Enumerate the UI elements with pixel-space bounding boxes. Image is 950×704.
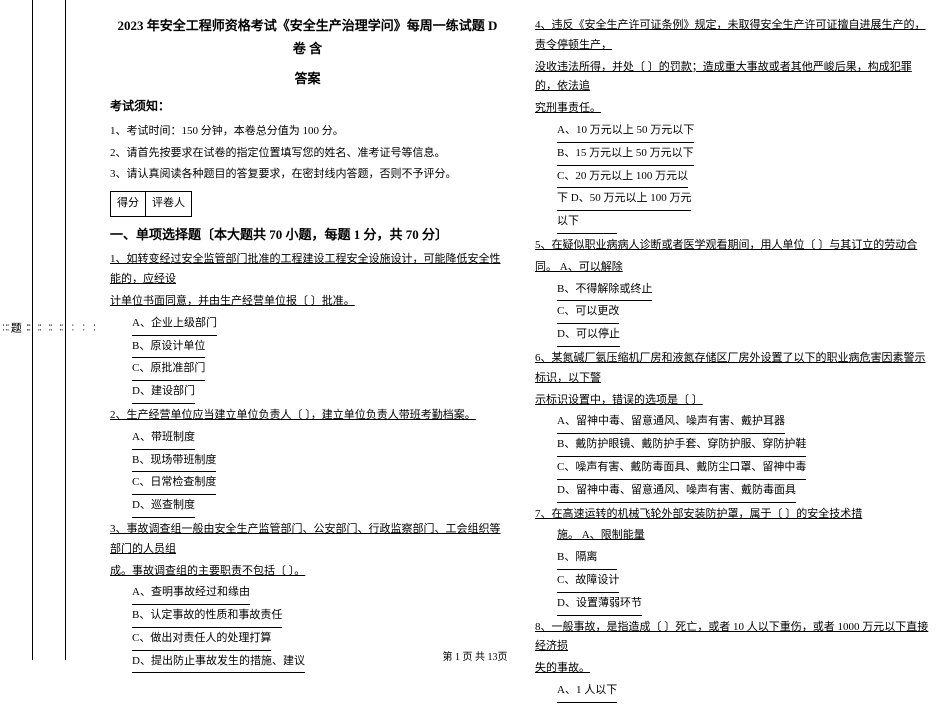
q1-stem2: 计单位书面同意，并由生产经营单位报〔 〕批准。 — [110, 292, 505, 312]
q7-opt-b: B、隔离 — [557, 548, 617, 570]
q5-opt-b: B、不得解除或终止 — [557, 280, 652, 302]
q6-opt-a: A、留神中毒、留意通风、噪声有害、戴护耳器 — [557, 412, 785, 434]
q1-opt-b: B、原设计单位 — [132, 337, 205, 359]
q5-stem2: 同。 A、可以解除 — [535, 261, 623, 273]
q7-stem1: 7、在高速运转的机械飞轮外部安装防护罩，属于〔 〕的安全技术措 — [535, 505, 930, 525]
q7-opt-d: D、设置薄弱环节 — [557, 594, 642, 616]
q2-opt-c: C、日常检查制度 — [132, 473, 216, 495]
q1-opt-a: A、企业上级部门 — [132, 314, 217, 336]
score-label: 得分 — [111, 192, 146, 216]
exam-title-line1: 2023 年安全工程师资格考试《安全生产治理学问》每周一练试题 D 卷 含 — [110, 14, 505, 61]
q7-opt-c: C、故障设计 — [557, 571, 619, 593]
q3-opt-c: C、做出对责任人的处理打算 — [132, 629, 271, 651]
instruction-3: 3、请认真阅读各种题目的答复要求，在密封线内答题，否则不予评分。 — [110, 165, 505, 185]
left-column: 2023 年安全工程师资格考试《安全生产治理学问》每周一练试题 D 卷 含 答案… — [110, 14, 505, 704]
q4-opt-a: A、10 万元以上 50 万元以下 — [557, 121, 694, 143]
score-row: 得分 评卷人 一、单项选择题〔本大题共 70 小题，每题 1 分，共 70 分〕 — [110, 191, 505, 246]
instruction-2: 2、请首先按要求在试卷的指定位置填写您的姓名、准考证号等信息。 — [110, 144, 505, 164]
q3-stem1: 3、事故调查组一般由安全生产监管部门、公安部门、行政监察部门、工会组织等部门的人… — [110, 520, 505, 560]
instructions-heading: 考试须知： — [110, 96, 505, 118]
q3-stem2-row: 成。事故调查组的主要职责不包括〔 〕。 — [110, 562, 505, 582]
q8-opt-a: A、1 人以下 — [557, 681, 617, 703]
reviewer-label: 评卷人 — [146, 192, 191, 216]
q5-stem1: 5、在疑似职业病病人诊断或者医学观看期间，用人单位〔 〕与其订立的劳动合 — [535, 236, 930, 256]
q5-stem2-row: 同。 A、可以解除 — [535, 258, 930, 278]
q6-opt-d: D、留神中毒、留意通风、噪声有害、戴防毒面具 — [557, 481, 796, 503]
q2-opt-a: A、带班制度 — [132, 428, 195, 450]
score-box: 得分 评卷人 — [110, 191, 192, 217]
q6-opt-b: B、戴防护眼镜、戴防护手套、穿防护服、穿防护鞋 — [557, 435, 806, 457]
q1-stem1: 1、如转变经过安全监管部门批准的工程建设工程安全设施设计，可能降低安全性能的，应… — [110, 253, 501, 285]
q1-opt-d: D、建设部门 — [132, 382, 195, 404]
q3-stem2: 成。事故调查组的主要职责不包括〔 〕。 — [110, 565, 305, 577]
q5-opt-d: D、可以停止 — [557, 325, 620, 347]
section1-title: 一、单项选择题〔本大题共 70 小题，每题 1 分，共 70 分〕 — [110, 223, 448, 246]
binding-strip-3-content: ︰︰︰︰︰︰︰︰︰︰︰︰︰︰︰︰︰︰︰︰︰︰︰︰ — [66, 4, 99, 656]
q3-opt-a: A、查明事故经过和缘由 — [132, 583, 250, 605]
q2-opt-b: B、现场带班制度 — [132, 451, 216, 473]
q2-stem: 2、生产经营单位应当建立单位负责人〔 〕，建立单位负责人带班考勤档案。 — [110, 406, 505, 426]
exam-title-line2: 答案 — [110, 67, 505, 90]
q5-opt-c: C、可以更改 — [557, 302, 619, 324]
q4-opt-c: C、20 万元以上 100 万元以 — [557, 167, 688, 189]
q6-opt-c: C、噪声有害、戴防毒面具、戴防尘口罩、留神中毒 — [557, 458, 806, 480]
q1-opt-c: C、原批准部门 — [132, 359, 205, 381]
instruction-1: 1、考试时间：150 分钟，本卷总分值为 100 分。 — [110, 122, 505, 142]
main-content: 2023 年安全工程师资格考试《安全生产治理学问》每周一练试题 D 卷 含 答案… — [110, 14, 930, 704]
q4-stem3: 究刑事责任。 — [535, 99, 930, 119]
right-column: 4、违反《安全生产许可证条例》规定，未取得安全生产许可证擅自进展生产的，责令停顿… — [535, 14, 930, 704]
q3-opt-b: B、认定事故的性质和事故责任 — [132, 606, 282, 628]
question-1: 1、如转变经过安全监管部门批准的工程建设工程安全设施设计，可能降低安全性能的，应… — [110, 250, 505, 290]
binding-column: ︰题 ︰︰ 答︰︰ 号证考准 ︰︰ 不︰︰ 名姓 ︰ 内︰︰ 线︰︰ ）区市 ︰… — [0, 0, 100, 660]
q7-stem2: 施。 A、限制能量 — [557, 529, 645, 541]
q7-stem2-row: 施。 A、限制能量 — [557, 526, 930, 546]
q4-stem2: 没收违法所得，并处〔 〕的罚款；造成重大事故或者其他严峻后果，构成犯罪的，依法追 — [535, 58, 930, 98]
q4-opt-d2: 以下 — [557, 212, 617, 234]
q4-opt-b: B、15 万元以上 50 万元以下 — [557, 144, 694, 166]
q6-stem1: 6、某氮碱厂氨压缩机厂房和液氮存储区厂房外设置了以下的职业病危害因素警示标识，以… — [535, 349, 930, 389]
q4-opt-d: 下 D、50 万元以上 100 万元 — [557, 189, 691, 211]
q2-opt-d: D、巡查制度 — [132, 496, 195, 518]
binding-strip-3: ︰︰︰︰︰︰︰︰︰︰︰︰︰︰︰︰︰︰︰︰︰︰︰︰ — [66, 0, 99, 660]
page-footer: 第 1 页 共 13页 — [0, 649, 950, 667]
q6-stem2: 示标识设置中，错误的选项是〔 〕 — [535, 391, 930, 411]
q4-stem1: 4、违反《安全生产许可证条例》规定，未取得安全生产许可证擅自进展生产的，责令停顿… — [535, 16, 930, 56]
